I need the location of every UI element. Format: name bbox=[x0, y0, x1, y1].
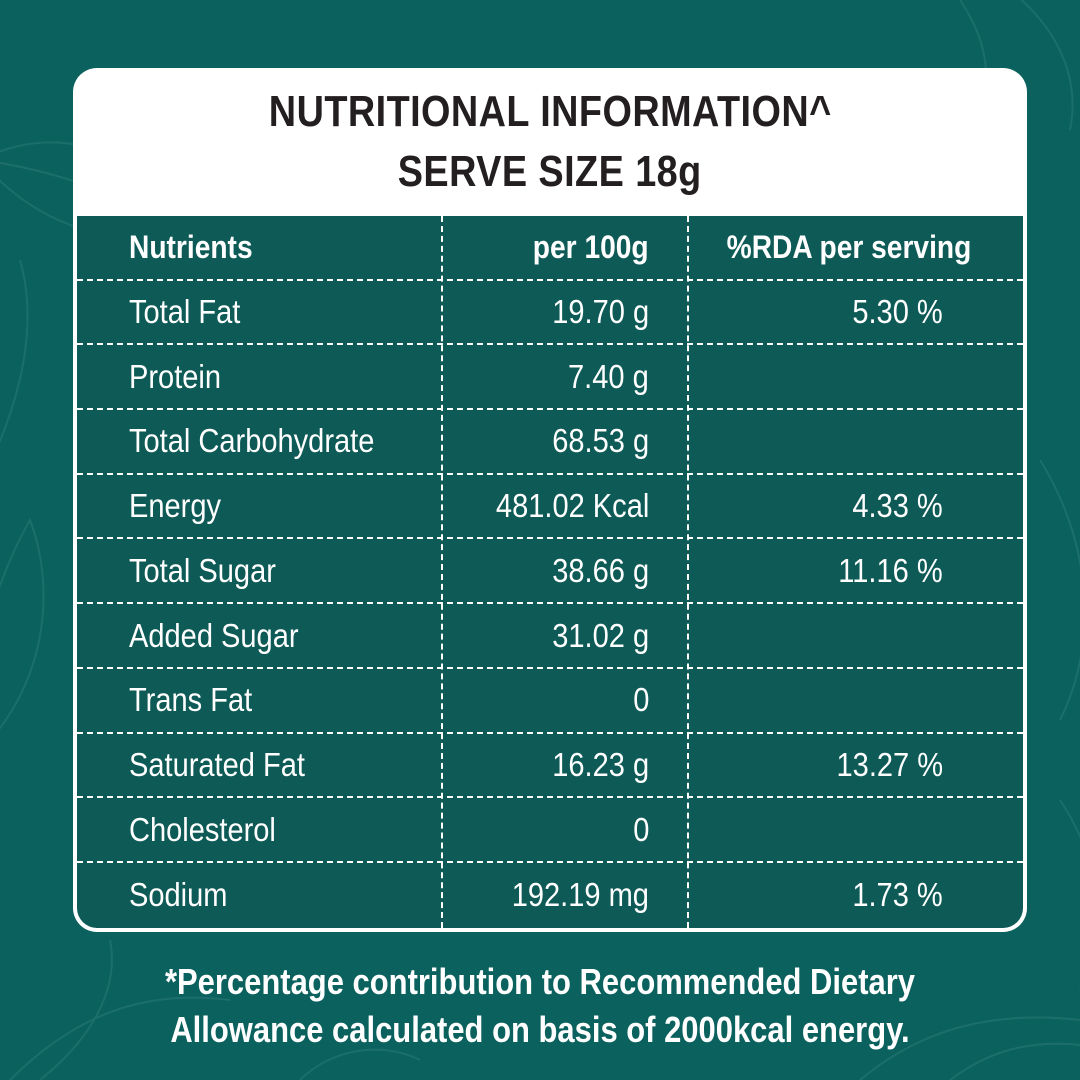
nutrient-name: Trans Fat bbox=[129, 681, 253, 719]
nutrient-name: Total Sugar bbox=[129, 551, 276, 589]
nutrient-name: Added Sugar bbox=[129, 616, 299, 654]
column-header-nutrients: Nutrients bbox=[129, 228, 253, 265]
per-100g-value: 481.02 Kcal bbox=[495, 487, 649, 525]
nutrition-table: Nutrients per 100g %RDA per serving Tota… bbox=[77, 216, 1023, 928]
footnote-line-2: Allowance calculated on basis of 2000kca… bbox=[170, 1009, 910, 1050]
table-row-added-sugar: Added Sugar 31.02 g bbox=[77, 604, 1023, 669]
table-row-total-carbohydrate: Total Carbohydrate 68.53 g bbox=[77, 410, 1023, 475]
column-divider-1 bbox=[441, 216, 443, 928]
per-100g-value: 0 bbox=[632, 810, 649, 848]
table-row-saturated-fat: Saturated Fat 16.23 g 13.27 % bbox=[77, 734, 1023, 799]
per-100g-value: 16.23 g bbox=[552, 745, 649, 783]
table-row-sodium: Sodium 192.19 mg 1.73 % bbox=[77, 863, 1023, 928]
rda-value: 5.30 % bbox=[852, 293, 943, 331]
table-row-protein: Protein 7.40 g bbox=[77, 345, 1023, 411]
table-row-trans-fat: Trans Fat 0 bbox=[77, 669, 1023, 734]
serve-size: SERVE SIZE 18g bbox=[398, 147, 702, 196]
nutrient-name: Sodium bbox=[129, 876, 228, 914]
rda-value bbox=[689, 345, 943, 408]
rda-value bbox=[689, 604, 943, 667]
nutrition-title: NUTRITIONAL INFORMATION^ bbox=[268, 87, 832, 136]
nutrient-name: Energy bbox=[129, 487, 222, 525]
nutrient-name: Total Fat bbox=[129, 293, 241, 331]
rda-value bbox=[689, 410, 943, 473]
table-row-total-fat: Total Fat 19.70 g 5.30 % bbox=[77, 281, 1023, 346]
table-row-total-sugar: Total Sugar 38.66 g 11.16 % bbox=[77, 540, 1023, 605]
per-100g-value: 192.19 mg bbox=[511, 876, 649, 914]
rda-value: 4.33 % bbox=[852, 487, 943, 525]
rda-footnote: *Percentage contribution to Recommended … bbox=[0, 958, 1080, 1054]
per-100g-value: 68.53 g bbox=[552, 422, 649, 460]
rda-value: 13.27 % bbox=[836, 745, 943, 783]
rda-value bbox=[689, 669, 943, 732]
column-header-rda: %RDA per serving bbox=[726, 228, 972, 265]
nutrient-name: Protein bbox=[129, 357, 222, 395]
nutrient-name: Cholesterol bbox=[129, 810, 276, 848]
per-100g-value: 0 bbox=[632, 681, 649, 719]
footnote-line-1: *Percentage contribution to Recommended … bbox=[164, 961, 916, 1002]
table-header-row: Nutrients per 100g %RDA per serving bbox=[77, 216, 1023, 281]
per-100g-value: 31.02 g bbox=[552, 616, 649, 654]
rda-value bbox=[689, 798, 943, 861]
table-row-energy: Energy 481.02 Kcal 4.33 % bbox=[77, 475, 1023, 540]
per-100g-value: 38.66 g bbox=[552, 551, 649, 589]
nutrient-name: Total Carbohydrate bbox=[129, 422, 375, 460]
rda-value: 1.73 % bbox=[852, 876, 943, 914]
per-100g-value: 19.70 g bbox=[552, 293, 649, 331]
table-row-cholesterol: Cholesterol 0 bbox=[77, 798, 1023, 863]
column-divider-2 bbox=[687, 216, 689, 928]
nutrition-card: NUTRITIONAL INFORMATION^ SERVE SIZE 18g … bbox=[73, 68, 1027, 932]
column-header-per-100g: per 100g bbox=[533, 228, 649, 265]
per-100g-value: 7.40 g bbox=[568, 357, 649, 395]
nutrient-name: Saturated Fat bbox=[129, 745, 305, 783]
card-header: NUTRITIONAL INFORMATION^ SERVE SIZE 18g bbox=[73, 68, 1027, 216]
rda-value: 11.16 % bbox=[838, 551, 943, 589]
